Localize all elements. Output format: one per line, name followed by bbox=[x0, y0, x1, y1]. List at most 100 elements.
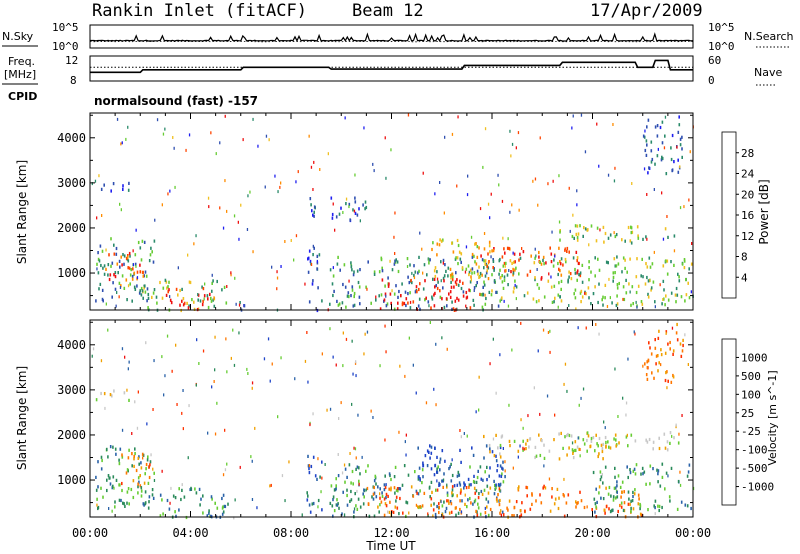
power-noise-cell bbox=[247, 194, 249, 198]
velocity-data-cell bbox=[443, 500, 445, 504]
velocity-data-cell bbox=[483, 434, 485, 439]
velocity-data-cell bbox=[112, 475, 115, 479]
velocity-data-cell bbox=[652, 447, 654, 451]
power-noise-cell bbox=[172, 136, 174, 139]
velocity-noise-cell bbox=[502, 447, 504, 450]
power-noise-cell bbox=[421, 247, 423, 251]
power-data-cell bbox=[179, 288, 181, 293]
velocity-data-cell bbox=[140, 489, 143, 493]
velocity-data-cell bbox=[658, 329, 660, 333]
power-noise-cell bbox=[599, 228, 601, 232]
velocity-noise-cell bbox=[251, 381, 254, 385]
power-data-cell bbox=[493, 247, 495, 251]
velocity-noise-cell bbox=[198, 362, 200, 365]
power-data-cell bbox=[110, 237, 112, 241]
velocity-data-cell bbox=[367, 502, 370, 506]
velocity-data-cell bbox=[501, 472, 503, 476]
power-noise-cell bbox=[482, 165, 484, 169]
velocity-noise-cell bbox=[405, 433, 407, 437]
power-noise-cell bbox=[646, 237, 648, 241]
velocity-noise-cell bbox=[415, 503, 418, 507]
power-data-cell bbox=[571, 234, 574, 239]
power-data-cell bbox=[622, 285, 625, 289]
power-noise-cell bbox=[116, 291, 118, 294]
velocity-data-cell bbox=[349, 499, 351, 503]
velocity-data-cell bbox=[461, 499, 463, 503]
power-data-cell bbox=[312, 213, 314, 217]
power-noise-cell bbox=[607, 173, 610, 177]
power-data-cell bbox=[648, 166, 650, 170]
velocity-data-cell bbox=[513, 514, 515, 518]
power-data-cell bbox=[454, 280, 457, 284]
power-data-cell bbox=[393, 262, 396, 266]
power-noise-cell bbox=[121, 141, 123, 145]
power-data-cell bbox=[575, 232, 578, 236]
velocity-data-cell bbox=[486, 478, 488, 482]
velocity-data-cell bbox=[464, 502, 466, 506]
power-data-cell bbox=[576, 259, 578, 263]
power-data-cell bbox=[492, 258, 494, 262]
velocity-noise-cell bbox=[451, 458, 453, 462]
velocity-data-cell bbox=[97, 506, 99, 511]
velocity-data-cell bbox=[332, 498, 334, 502]
velocity-data-cell bbox=[308, 467, 310, 471]
velocity-data-cell bbox=[390, 486, 392, 490]
power-noise-cell bbox=[509, 129, 511, 133]
power-data-cell bbox=[487, 252, 489, 256]
velocity-data-cell bbox=[423, 491, 426, 495]
power-data-cell bbox=[201, 303, 204, 307]
velocity-data-cell bbox=[632, 494, 634, 499]
velocity-data-cell bbox=[330, 484, 333, 488]
velocity-noise-cell bbox=[187, 456, 189, 460]
velocity-data-cell bbox=[388, 510, 391, 514]
power-data-cell bbox=[440, 260, 442, 264]
velocity-noise-cell bbox=[233, 516, 235, 520]
velocity-data-cell bbox=[443, 472, 445, 476]
velocity-data-cell bbox=[564, 435, 566, 439]
velocity-data-cell bbox=[622, 508, 625, 512]
velocity-data-cell bbox=[469, 465, 471, 469]
power-data-cell bbox=[358, 207, 360, 211]
velocity-data-cell bbox=[190, 487, 193, 491]
velocity-data-cell bbox=[602, 457, 604, 461]
power-data-cell bbox=[595, 239, 598, 243]
velocity-data-cell bbox=[419, 477, 421, 481]
power-data-cell bbox=[568, 275, 570, 279]
power-data-cell bbox=[483, 283, 486, 287]
power-noise-cell bbox=[210, 131, 212, 135]
velocity-noise-cell bbox=[489, 362, 491, 366]
velocity-noise-cell bbox=[418, 475, 420, 479]
velocity-noise-cell bbox=[522, 446, 524, 450]
date-title: 17/Apr/2009 bbox=[590, 1, 703, 21]
velocity-noise-cell bbox=[196, 338, 198, 342]
velocity-data-cell bbox=[355, 467, 357, 471]
power-noise-cell bbox=[428, 304, 430, 308]
power-data-cell bbox=[384, 284, 386, 288]
power-data-cell bbox=[662, 264, 665, 268]
velocity-data-cell bbox=[159, 514, 162, 518]
power-data-cell bbox=[114, 275, 117, 279]
power-data-cell bbox=[551, 300, 554, 304]
velocity-noise-cell bbox=[309, 423, 311, 427]
power-data-cell bbox=[447, 274, 449, 278]
nsky-series-line bbox=[90, 32, 694, 43]
power-data-cell bbox=[96, 262, 98, 266]
power-data-cell bbox=[588, 278, 590, 282]
velocity-noise-cell bbox=[343, 463, 346, 467]
velocity-data-cell bbox=[612, 495, 615, 499]
power-noise-cell bbox=[252, 117, 254, 121]
power-data-cell bbox=[408, 281, 411, 285]
power-noise-cell bbox=[512, 251, 514, 255]
power-noise-cell bbox=[162, 132, 165, 136]
velocity-noise-cell bbox=[578, 403, 580, 407]
velocity-data-cell bbox=[466, 505, 468, 509]
velocity-data-cell bbox=[522, 448, 524, 452]
velocity-data-cell bbox=[388, 487, 390, 491]
power-data-cell bbox=[350, 265, 353, 269]
velocity-data-cell bbox=[666, 370, 668, 374]
power-noise-cell bbox=[653, 188, 655, 191]
power-data-cell bbox=[108, 277, 111, 282]
velocity-data-cell bbox=[138, 462, 140, 466]
velocity-data-cell bbox=[615, 444, 617, 448]
power-data-cell bbox=[150, 246, 152, 250]
